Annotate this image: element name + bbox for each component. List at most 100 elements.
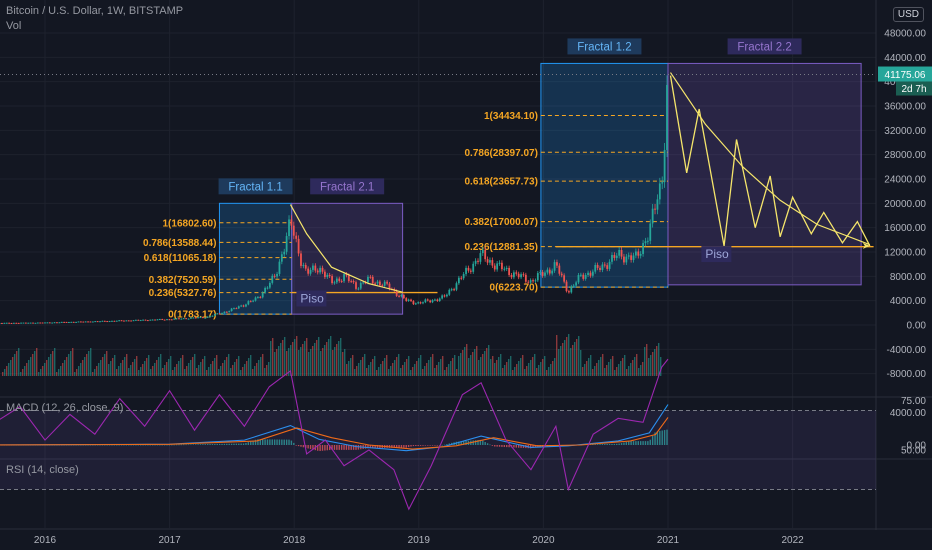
volume-bar [570,348,572,376]
candle-body [465,267,467,275]
volume-bar [600,357,602,376]
candle-body [606,265,609,269]
macd-tick-label: 4000.00 [890,408,927,419]
volume-bar [524,369,526,376]
macd-histogram-bar [175,444,178,446]
macd-histogram-bar [230,443,233,445]
macd-histogram-bar [264,439,266,445]
time-tick-label: 2022 [781,535,804,546]
candle-body [386,281,389,284]
volume-bar [402,365,404,376]
macd-histogram-bar [599,444,601,445]
macd-histogram-bar [202,444,204,445]
candle-body [137,319,140,321]
candle-body [379,281,381,286]
fractal-box [540,62,669,288]
candle-body [261,292,264,298]
countdown-bg [896,81,932,96]
macd-histogram-bar [331,445,333,450]
candle-body [175,318,178,320]
macd-histogram-bar [429,445,431,446]
volume-bar [92,372,94,376]
volume-bar [418,358,420,376]
countdown-value: 2d 7h [901,84,926,95]
candle-body [367,276,369,283]
macd-histogram-bar [163,444,166,446]
volume-bar [612,356,614,376]
candle-body [343,274,345,282]
volume-bar [94,369,96,376]
volume-bar [288,348,290,376]
currency-button[interactable]: USD [892,7,924,22]
candle-body [192,317,195,319]
macd-histogram-bar [178,444,180,446]
volume-bar [282,340,284,376]
price-tick-label: 0.00 [907,321,927,332]
volume-bar [216,355,218,376]
volume-bar [238,356,240,376]
volume-bar [546,370,548,376]
candle-body [249,301,252,303]
macd-histogram-bar [403,445,405,448]
macd-histogram-bar [601,444,604,445]
candle-body [438,298,441,301]
volume-bar [30,357,32,376]
volume-bar [274,352,276,376]
volume-bar [602,354,604,376]
candle-body [534,280,537,282]
macd-histogram-bar [240,443,242,445]
volume-bar [410,370,412,376]
volume-bar [294,339,296,376]
macd-histogram-bar [111,444,113,446]
volume-bar [82,360,84,376]
candle-body [271,275,274,283]
volume-bar [36,348,38,376]
candle-body [233,308,235,310]
volume-bar [106,351,108,376]
macd-histogram-bar [290,440,293,445]
candle-body [209,316,211,318]
volume-bar [90,348,92,376]
volume-bar [460,353,462,376]
candle-body [204,317,207,319]
volume-bar [568,334,570,376]
volume-bar [22,369,24,376]
volume-bar [620,361,622,376]
volume-bar [594,366,596,376]
volume-bar [130,365,132,376]
candle-body [656,199,659,210]
candle-body [268,282,271,288]
macd-histogram-bar [606,443,608,445]
volume-bar [60,366,62,376]
volume-bar [326,342,328,376]
candle-body [345,274,348,276]
candle-body [41,322,44,324]
macd-histogram-bar [120,444,123,446]
volume-bar [154,363,156,376]
rsi-pane: 50.00 75.00 [0,358,926,511]
macd-histogram-bar [144,444,147,446]
time-tick-label: 2017 [158,535,181,546]
volume-bar [102,357,104,376]
volume-bar [148,355,150,376]
candle-body [187,318,190,320]
candle-body [194,317,197,319]
macd-histogram-bar [400,445,403,448]
time-tick-label: 2018 [283,535,306,546]
macd-histogram-bar [300,445,302,447]
candle-body [441,295,444,299]
volume-bar [86,354,88,376]
candle-body [489,260,491,263]
candle-body [505,267,508,269]
volume-bar [104,354,106,376]
projection-arrowhead [862,242,870,249]
candle-body [302,265,305,267]
volume-bar [406,359,408,376]
volume-bar [344,349,346,376]
macd-histogram-bar [101,444,104,446]
fractal-label: Fractal 2.2 [727,38,802,55]
volume-bar [436,365,438,376]
macd-histogram-bar [443,444,446,446]
macd-histogram-bar [534,445,537,448]
